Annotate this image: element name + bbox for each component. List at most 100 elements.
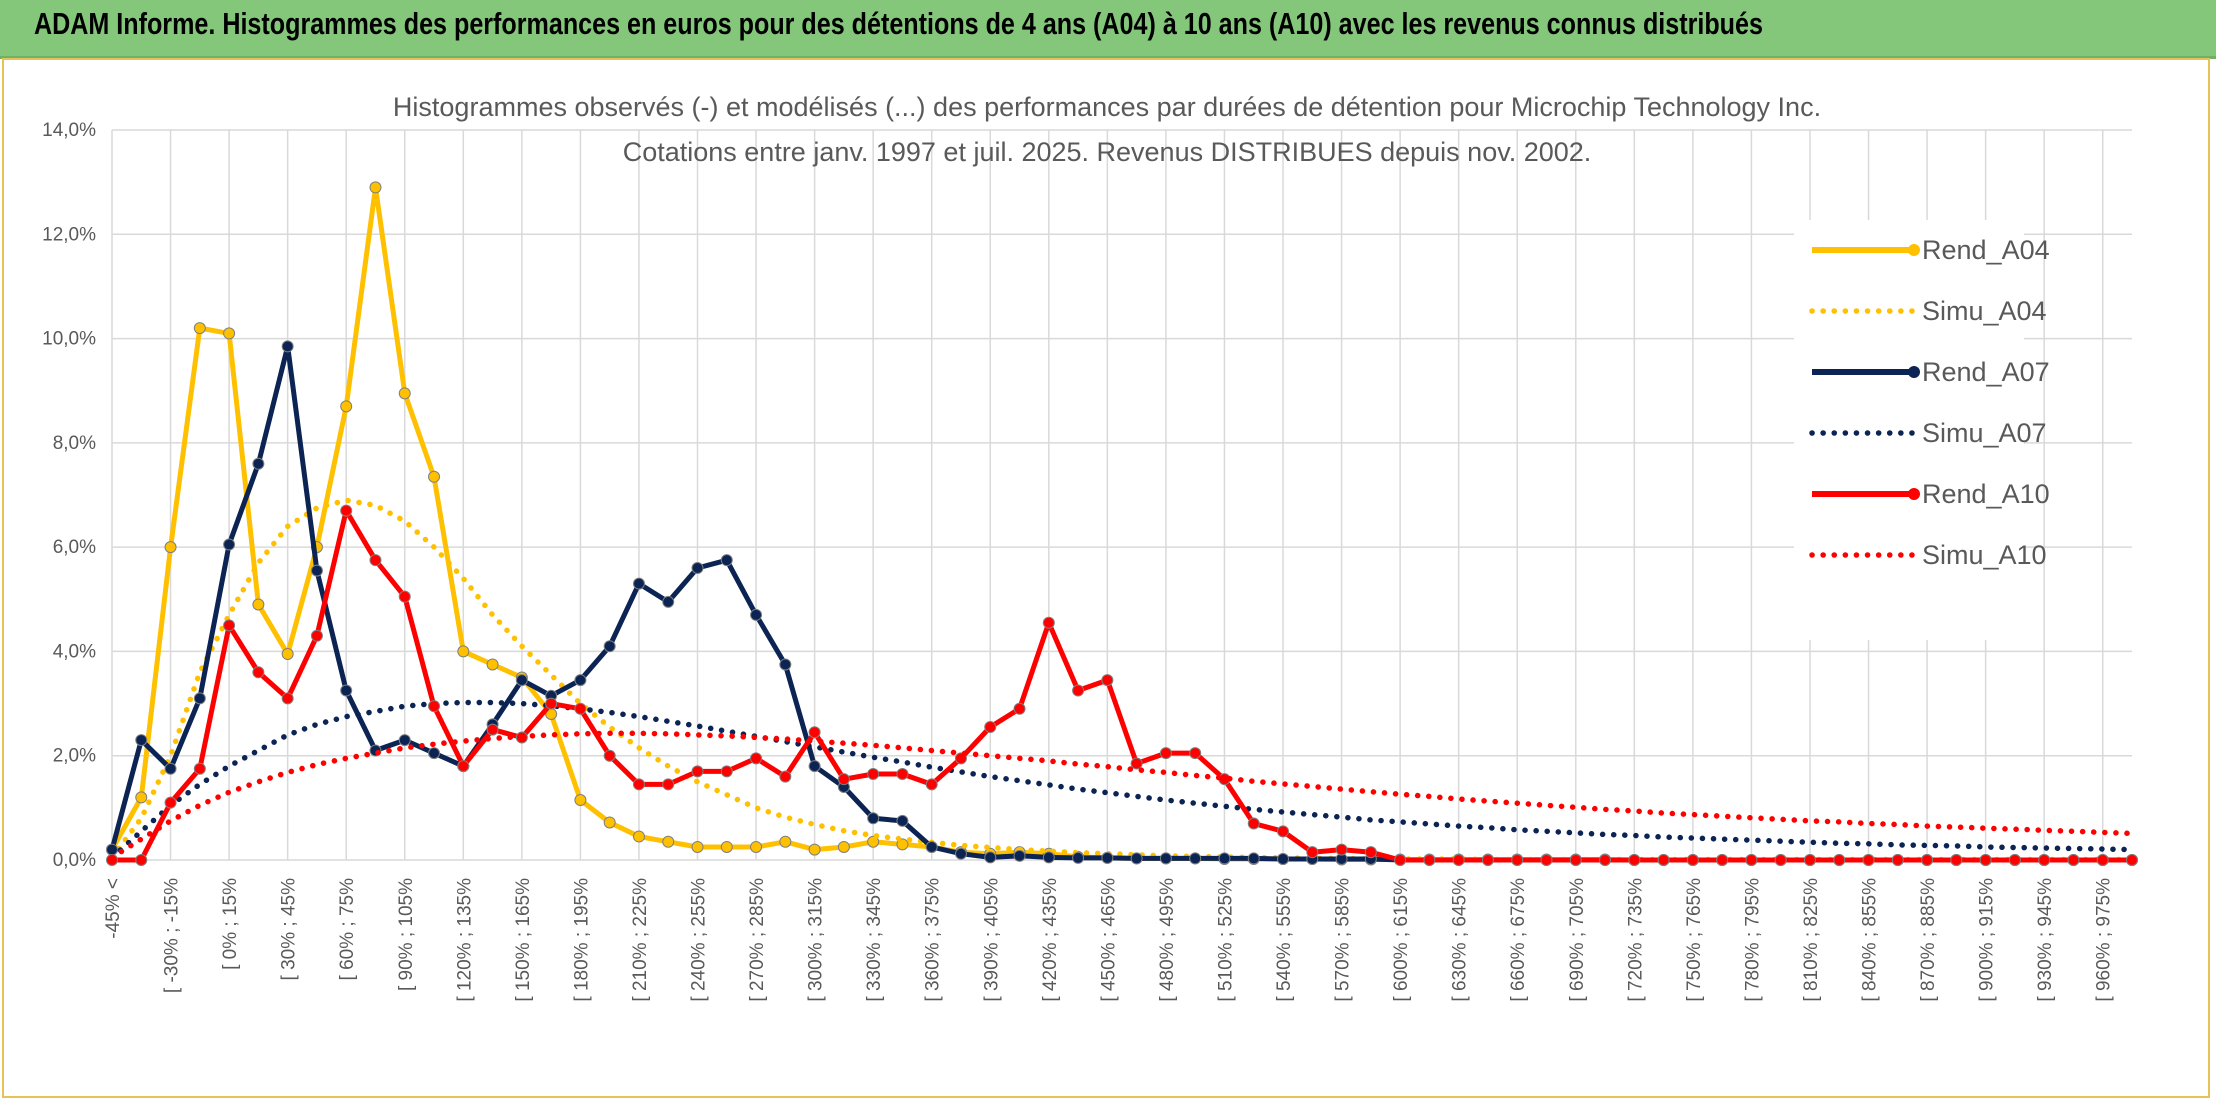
data-point [252,598,265,611]
series-line [109,699,2135,861]
data-point [1042,616,1055,629]
chart-title: Histogrammes observés (-) et modélisés (… [393,92,1821,122]
data-point [223,327,236,340]
data-point [808,843,821,856]
x-tick-label: [ 570% ; 585% [1333,878,1354,1002]
series-Rend_A10 [106,504,2138,866]
data-point [1013,849,1026,862]
data-point [1891,854,1904,866]
y-axis: 0,0% 2,0% 4,0% 6,0% 8,0% 10,0% 12,0% 14,0% [42,120,96,871]
data-point [135,791,148,804]
x-tick-label: -45% < [103,878,124,939]
x-tick-label: [ -30% ; -15% [162,878,183,993]
data-point [925,778,938,791]
x-tick-label: [ 240% ; 255% [689,878,710,1002]
data-point [340,504,353,517]
data-point [632,830,645,843]
data-point [867,835,880,848]
data-point [603,816,616,829]
data-point [720,554,733,567]
x-tick-label: [ 900% ; 915% [1977,878,1998,1002]
y-tick-label: 12,0% [42,224,96,245]
data-point [1511,854,1524,866]
legend-label: Rend_A10 [1922,479,2050,509]
x-tick-label: [ 630% ; 645% [1450,878,1471,1002]
data-point [1481,854,1494,866]
data-point [1774,854,1787,866]
chart-subtitle: Cotations entre janv. 1997 et juil. 2025… [623,137,1592,167]
data-point [106,843,118,856]
x-tick-label: [ 120% ; 135% [454,878,475,1002]
data-point [954,847,967,860]
data-point [720,840,733,853]
data-point [135,734,148,747]
histogram-chart: 0,0% 2,0% 4,0% 6,0% 8,0% 10,0% 12,0% 14,0% -45%… [42,92,2138,1002]
data-point [720,765,733,778]
data-point [340,684,353,697]
data-point [369,181,382,194]
x-tick-label: [ 420% ; 435% [1040,878,1061,1002]
data-point [428,470,441,483]
legend-item-Simu_A07: Simu_A07 [1809,418,2047,448]
legend-item-Rend_A07: Rend_A07 [1812,357,2050,387]
data-point [1247,817,1260,830]
data-point [779,835,792,848]
data-point [750,840,763,853]
data-point [1189,852,1202,865]
data-point [603,749,616,762]
x-tick-label: [ 480% ; 495% [1157,878,1178,1002]
x-tick-label: [ 720% ; 735% [1625,878,1646,1002]
series-Simu_A10 [109,730,2135,861]
data-point [1335,843,1348,856]
data-point [1072,684,1085,697]
data-point [779,658,792,671]
data-point [486,723,499,736]
data-point [252,666,265,679]
x-tick-label: [ 660% ; 675% [1508,878,1529,1002]
legend-label: Rend_A04 [1922,235,2050,265]
y-tick-label: 6,0% [53,537,96,558]
data-point [1979,854,1992,866]
data-point [164,762,177,775]
data-point [1569,854,1582,866]
chart-series [106,181,2138,866]
data-point [632,778,645,791]
data-point [1423,854,1436,866]
legend-label: Simu_A10 [1922,540,2047,570]
data-point [428,700,441,713]
data-point [1803,854,1816,866]
x-tick-label: [ 840% ; 855% [1860,878,1881,1002]
x-tick-label: [ 90% ; 105% [396,878,417,991]
data-point [2008,854,2021,866]
x-tick-label: [ 300% ; 315% [806,878,827,1002]
legend-label: Rend_A07 [1922,357,2050,387]
data-point [896,814,909,827]
data-point [369,554,382,567]
data-point [662,778,675,791]
legend-background [1794,220,2024,640]
series-line [109,730,2135,861]
x-tick-label: [ 180% ; 195% [571,878,592,1002]
x-tick-label: [ 690% ; 705% [1567,878,1588,1002]
data-point [164,541,177,554]
data-point [1277,852,1290,865]
data-point [1716,854,1729,866]
x-tick-label: [ 270% ; 285% [747,878,768,1002]
data-point [515,674,528,687]
data-point [808,726,821,739]
data-point [896,838,909,851]
data-point [486,658,499,671]
data-point [1599,854,1612,866]
x-tick-label: [ 330% ; 345% [864,878,885,1002]
x-tick-label: [ 540% ; 555% [1274,878,1295,1002]
y-tick-label: 8,0% [53,433,96,454]
data-point [1218,852,1231,865]
data-point [281,340,294,353]
x-tick-label: [ 750% ; 765% [1684,878,1705,1002]
data-point [603,640,616,653]
x-tick-label: [ 210% ; 225% [630,878,651,1002]
data-point [574,702,587,715]
legend-label: Simu_A04 [1922,296,2047,326]
data-point [1950,854,1963,866]
data-point [398,590,411,603]
